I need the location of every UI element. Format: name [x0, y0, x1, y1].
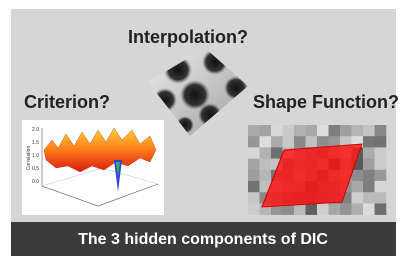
pixel: [260, 125, 272, 137]
pixel: [340, 203, 352, 215]
pixel: [363, 136, 375, 148]
pixel: [317, 136, 329, 148]
pixel: [306, 203, 318, 215]
pixel: [375, 147, 387, 159]
pixel: [375, 159, 387, 171]
pixel: [352, 181, 364, 193]
pixel: [375, 170, 387, 182]
pixel: [375, 136, 387, 148]
pixel: [248, 170, 260, 182]
pixel: [260, 147, 272, 159]
pixel: [260, 159, 272, 171]
pixel: [363, 181, 375, 193]
pixel: [375, 192, 387, 204]
pixel: [248, 125, 260, 137]
pixel: [363, 192, 375, 204]
pixel: [248, 203, 260, 215]
pixel: [317, 203, 329, 215]
pixel: [352, 170, 364, 182]
z-tick-label: 1.5: [32, 140, 39, 146]
pixel: [363, 203, 375, 215]
pixel: [283, 136, 295, 148]
pixel: [352, 192, 364, 204]
pixel: [248, 181, 260, 193]
pixel: [329, 203, 341, 215]
pixel: [363, 170, 375, 182]
pixel: [375, 181, 387, 193]
criterion-label: Criterion?: [24, 92, 110, 112]
pixel: [352, 203, 364, 215]
pixel: [317, 125, 329, 137]
axis-label: Correlation: [26, 146, 32, 171]
z-tick-label: 1.0: [32, 153, 39, 159]
pixel: [363, 147, 375, 159]
pixel: [294, 125, 306, 137]
footer-caption: The 3 hidden components of DIC: [78, 231, 328, 248]
illustration: 2.0 1.5 1.0 0.5 0.0 Correlation Interpolatio…: [0, 0, 405, 266]
z-tick-label: 0.0: [32, 179, 39, 185]
pixel: [248, 136, 260, 148]
pixel: [248, 159, 260, 171]
pixel: [306, 136, 318, 148]
z-tick-label: 0.5: [32, 166, 39, 172]
pixel: [363, 159, 375, 171]
shape-function-label: Shape Function?: [253, 92, 399, 112]
pixel: [260, 170, 272, 182]
pixel: [271, 125, 283, 137]
pixel: [363, 125, 375, 137]
pixel: [375, 125, 387, 137]
pixel: [294, 136, 306, 148]
pixel: [306, 125, 318, 137]
pixel: [375, 203, 387, 215]
z-tick-label: 2.0: [32, 127, 39, 133]
pixel: [248, 147, 260, 159]
pixel: [283, 125, 295, 137]
pixel: [271, 136, 283, 148]
pixel: [329, 125, 341, 137]
pixel: [260, 136, 272, 148]
pixel: [340, 125, 352, 137]
interpolation-label: Interpolation?: [128, 27, 248, 47]
criterion-plot: [22, 120, 164, 215]
pixel: [352, 125, 364, 137]
pixel: [248, 192, 260, 204]
